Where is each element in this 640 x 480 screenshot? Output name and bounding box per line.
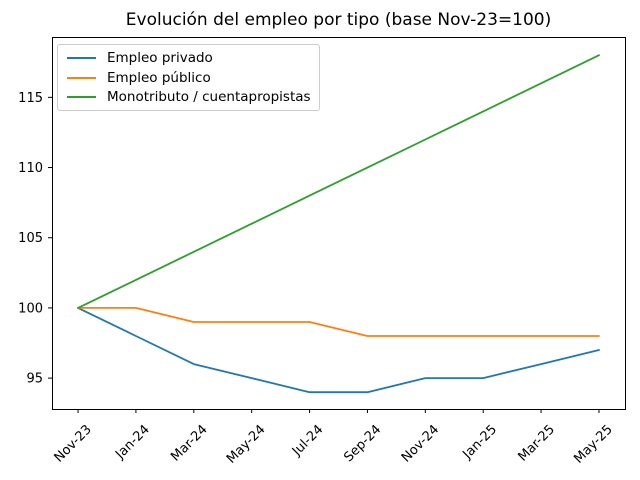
legend-label: Empleo privado bbox=[107, 50, 213, 67]
legend-label: Monotributo / cuentapropistas bbox=[107, 88, 311, 105]
legend-entry-empleo-privado: Empleo privado bbox=[67, 50, 310, 66]
x-tick-label: Jan-25 bbox=[460, 422, 501, 463]
x-tick-label: Mar-25 bbox=[516, 422, 558, 464]
x-tick-label: Jul-24 bbox=[289, 422, 326, 459]
x-tick-label: May-24 bbox=[224, 422, 268, 466]
x-tick-label: Sep-24 bbox=[341, 422, 384, 465]
series-line-2 bbox=[77, 306, 600, 337]
chart-title: Evolución del empleo por tipo (base Nov-… bbox=[125, 10, 552, 30]
legend-entry-empleo-publico: Empleo público bbox=[67, 70, 310, 86]
x-tick-label: May-25 bbox=[571, 422, 615, 466]
legend-line-sample-green bbox=[67, 95, 96, 98]
series-line-3 bbox=[77, 54, 600, 309]
y-tick-label: 110 bbox=[18, 161, 43, 176]
legend: Empleo privado Empleo público Monotribut… bbox=[57, 44, 320, 111]
x-tick-label: Nov-24 bbox=[399, 422, 442, 465]
legend-line-sample-blue bbox=[67, 57, 96, 60]
legend-line-sample-orange bbox=[67, 76, 96, 79]
x-tick-label: Nov-23 bbox=[52, 422, 95, 465]
x-tick-label: Mar-24 bbox=[168, 422, 210, 464]
y-tick-label: 100 bbox=[18, 301, 43, 316]
legend-entry-monotributo: Monotributo / cuentapropistas bbox=[67, 88, 311, 105]
y-tick-label: 105 bbox=[18, 231, 43, 246]
x-tick-label: Jan-24 bbox=[112, 422, 153, 463]
legend-label: Empleo público bbox=[107, 69, 211, 86]
series-line-1 bbox=[77, 306, 600, 394]
y-tick-label: 115 bbox=[18, 91, 43, 106]
axes-spines bbox=[52, 37, 626, 410]
y-tick-label: 95 bbox=[26, 372, 43, 387]
